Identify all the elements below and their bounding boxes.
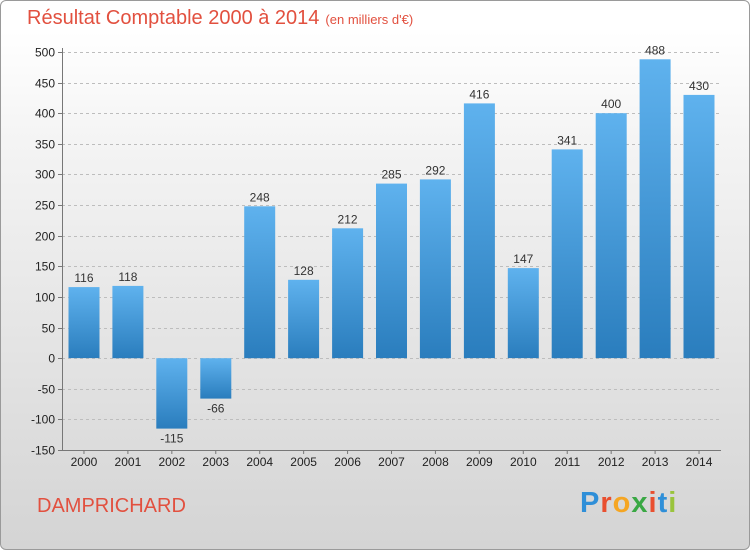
y-tick-label: 450 (35, 77, 55, 91)
bar-2013 (639, 59, 671, 359)
bar-2010 (507, 268, 539, 359)
x-tick-label: 2006 (334, 455, 361, 469)
bar-2002 (156, 358, 188, 429)
x-tick-label: 2014 (686, 455, 713, 469)
x-tick-label: 2009 (466, 455, 493, 469)
x-tick-label: 2000 (71, 455, 98, 469)
logo-letter: P (580, 487, 601, 519)
logo-letter: o (612, 487, 632, 519)
y-tick-label: 350 (35, 138, 55, 152)
data-label: 128 (294, 264, 314, 278)
y-tick-label: -100 (31, 413, 55, 427)
commune-name: DAMPRICHARD (37, 495, 186, 517)
data-label: 116 (74, 271, 93, 285)
y-tick-label: 200 (35, 230, 55, 244)
bar-2012 (595, 113, 627, 359)
data-label: -115 (160, 432, 183, 446)
x-tick-label: 2004 (246, 455, 273, 469)
data-label: 488 (645, 43, 665, 57)
x-tick-label: 2011 (554, 455, 580, 469)
y-tick-label: 400 (35, 107, 55, 121)
data-label: 400 (601, 97, 621, 111)
x-tick-label: 2012 (598, 455, 625, 469)
y-tick-label: 50 (42, 322, 56, 336)
y-tick-label: 300 (35, 168, 55, 182)
bar-2000 (68, 287, 100, 359)
logo-letter: t (657, 487, 669, 519)
x-tick-label: 2007 (378, 455, 405, 469)
x-tick-label: 2010 (510, 455, 537, 469)
x-tick-label: 2002 (158, 455, 185, 469)
bar-2014 (683, 94, 715, 359)
y-tick-label: 250 (35, 199, 55, 213)
x-tick-label: 2013 (642, 455, 669, 469)
y-tick-label: -50 (38, 383, 56, 397)
data-label: 147 (513, 252, 533, 266)
data-label: 212 (338, 212, 358, 226)
logo-letter: x (631, 487, 649, 519)
data-label: 285 (381, 168, 401, 182)
logo-letter: r (600, 487, 613, 519)
logo-letter: i (648, 487, 658, 519)
x-tick-label: 2001 (115, 455, 142, 469)
data-label: 118 (118, 270, 137, 284)
y-tick-label: 150 (35, 260, 55, 274)
x-tick-label: 2003 (202, 455, 229, 469)
data-label: -66 (207, 402, 225, 416)
bar-2007 (376, 183, 407, 359)
bar-2008 (419, 179, 451, 359)
proxiti-logo: Proxiti (580, 487, 677, 520)
data-label: 248 (250, 190, 270, 204)
bar-2005 (288, 279, 320, 359)
bar-2003 (200, 358, 232, 399)
chart-subtitle: (en milliers d'€) (325, 12, 414, 27)
y-tick-label: 0 (48, 352, 55, 366)
chart-title: Résultat Comptable 2000 à 2014 (en millie… (27, 7, 413, 30)
bar-2011 (551, 149, 583, 359)
x-tick-label: 2008 (422, 455, 449, 469)
bar-2001 (112, 285, 144, 359)
bar-2004 (244, 206, 276, 359)
y-tick-label: 500 (35, 46, 55, 60)
data-label: 341 (557, 133, 577, 147)
y-tick-label: 100 (35, 291, 55, 305)
logo-letter: i (668, 487, 678, 519)
x-tick-label: 2005 (290, 455, 317, 469)
data-label: 430 (689, 79, 709, 93)
data-label: 416 (469, 87, 489, 101)
data-label: 292 (425, 163, 445, 177)
bar-2009 (463, 103, 495, 359)
chart-title-main: Résultat Comptable 2000 à 2014 (27, 7, 320, 29)
y-tick-label: -150 (31, 444, 55, 458)
bar-2006 (332, 228, 364, 359)
